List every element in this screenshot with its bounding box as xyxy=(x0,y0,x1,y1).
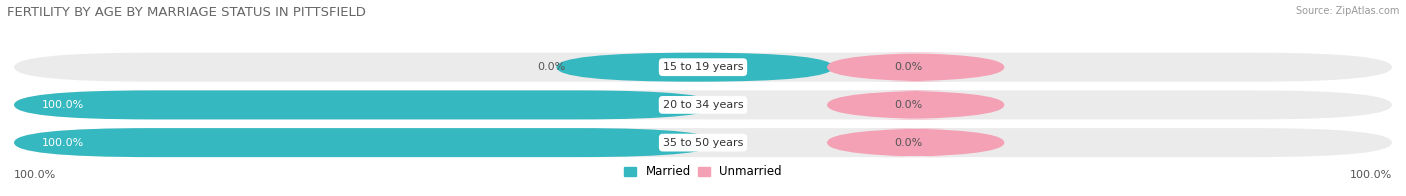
Text: 100.0%: 100.0% xyxy=(42,138,84,148)
FancyBboxPatch shape xyxy=(827,53,1004,82)
Text: 100.0%: 100.0% xyxy=(14,170,56,180)
Text: 0.0%: 0.0% xyxy=(537,62,565,72)
Text: Source: ZipAtlas.com: Source: ZipAtlas.com xyxy=(1295,6,1399,16)
FancyBboxPatch shape xyxy=(14,90,717,119)
Text: 20 to 34 years: 20 to 34 years xyxy=(662,100,744,110)
FancyBboxPatch shape xyxy=(14,128,1392,157)
Text: 100.0%: 100.0% xyxy=(1350,170,1392,180)
Text: 0.0%: 0.0% xyxy=(894,138,922,148)
Text: 35 to 50 years: 35 to 50 years xyxy=(662,138,744,148)
Text: 0.0%: 0.0% xyxy=(894,100,922,110)
FancyBboxPatch shape xyxy=(827,90,1004,119)
Text: 0.0%: 0.0% xyxy=(894,62,922,72)
Legend: Married, Unmarried: Married, Unmarried xyxy=(620,161,786,183)
FancyBboxPatch shape xyxy=(14,53,1392,82)
FancyBboxPatch shape xyxy=(827,128,1004,157)
Text: 100.0%: 100.0% xyxy=(42,100,84,110)
Text: 15 to 19 years: 15 to 19 years xyxy=(662,62,744,72)
FancyBboxPatch shape xyxy=(14,128,717,157)
FancyBboxPatch shape xyxy=(14,90,1392,119)
Text: FERTILITY BY AGE BY MARRIAGE STATUS IN PITTSFIELD: FERTILITY BY AGE BY MARRIAGE STATUS IN P… xyxy=(7,6,366,19)
FancyBboxPatch shape xyxy=(557,53,834,82)
